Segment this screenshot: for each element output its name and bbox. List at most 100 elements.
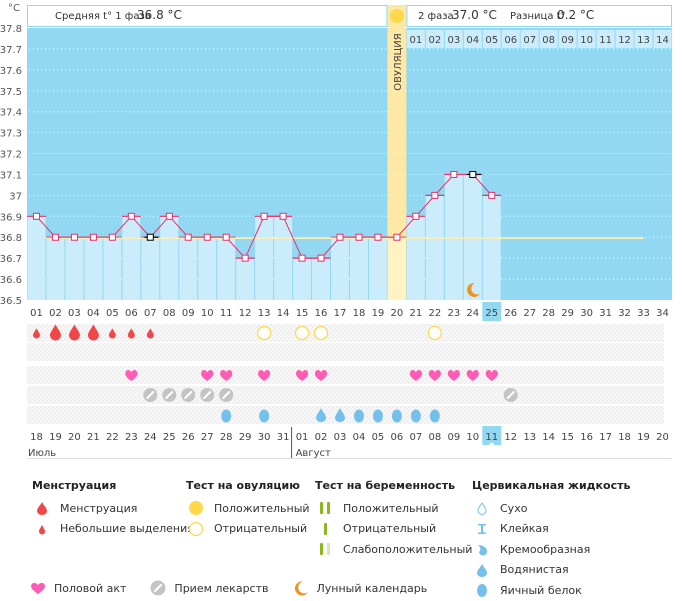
watery-drop-icon <box>472 563 492 577</box>
calendar-date: 05 <box>372 432 385 443</box>
cycle-day-label: 07 <box>144 308 157 319</box>
legend-label: Лунный календарь <box>316 581 428 595</box>
temperature-bar <box>274 216 293 300</box>
cycle-day-label: 25 <box>485 308 498 319</box>
pill-icon <box>150 580 166 596</box>
menstruation-icon <box>68 324 80 341</box>
temperature-bar <box>46 237 65 300</box>
pill-stripe <box>146 391 155 399</box>
temperature-point <box>89 233 97 241</box>
egg-white-icon <box>372 409 383 423</box>
temperature-bar <box>331 237 349 300</box>
phase2-day-label: 07 <box>523 35 536 46</box>
calendar-date: 27 <box>201 432 214 443</box>
phase2-day-label: 10 <box>580 35 593 46</box>
cycle-day-label: 17 <box>334 308 347 319</box>
ovulation-test-negative-icon <box>313 325 329 341</box>
drop-outline-icon <box>472 501 492 516</box>
cycle-day-label: 14 <box>277 308 290 319</box>
watery-drop-icon <box>335 408 346 422</box>
temperature-point <box>146 233 154 241</box>
ovulation-test-negative-icon <box>427 325 442 341</box>
pill-stripe <box>184 391 193 399</box>
marker-row-background <box>27 324 664 342</box>
temperature-bar <box>84 237 103 300</box>
calendar-date: 13 <box>523 432 536 443</box>
moon-icon <box>293 580 309 596</box>
calendar-date: 17 <box>599 432 612 443</box>
temperature-point <box>374 233 382 241</box>
calendar-date: 03 <box>334 432 347 443</box>
heart-icon <box>485 370 498 381</box>
calendar-date: 18 <box>30 432 43 443</box>
temperature-bar <box>349 237 368 300</box>
legend-ovulation-test: Тест на овуляцию Положительный Отрицател… <box>186 479 310 539</box>
egg-white-icon <box>429 409 440 423</box>
y-tick-label: 36.5 <box>0 296 22 307</box>
temperature-point <box>298 254 306 262</box>
calendar-date: 26 <box>182 432 195 443</box>
heart-icon <box>125 370 138 381</box>
legend-pregnancy-test: Тест на беременность Положительный Отриц… <box>315 479 472 560</box>
legend-item: Отрицательный <box>315 519 472 540</box>
temperature-point <box>32 212 40 220</box>
cycle-day-label: 20 <box>391 308 404 319</box>
ovulation-positive-icon <box>389 9 404 23</box>
cycle-day-label: 27 <box>523 308 536 319</box>
cycle-day-label: 30 <box>580 308 593 319</box>
cycle-day-label: 22 <box>428 308 441 319</box>
phase2-day-label: 14 <box>656 35 669 46</box>
temperature-point <box>450 170 458 178</box>
cycle-day-label: 16 <box>315 308 328 319</box>
heart-icon <box>447 370 460 381</box>
egg-white-icon <box>259 409 270 423</box>
temperature-point <box>317 254 325 262</box>
circle-filled-icon <box>186 500 206 516</box>
legend-label: Небольшие выделения <box>60 522 194 536</box>
ovulation-label: ОВУЛЯЦИЯ <box>393 33 404 91</box>
spotting-icon <box>146 328 154 339</box>
calendar-date: 01 <box>296 432 309 443</box>
legend-item: Сухо <box>472 498 630 519</box>
temperature-point <box>431 191 439 199</box>
phase2-day-label: 11 <box>599 35 612 46</box>
cycle-day-label: 06 <box>125 308 138 319</box>
legend-title: Тест на беременность <box>315 479 456 492</box>
cycle-day-label: 31 <box>599 308 612 319</box>
cycle-day-label: 28 <box>542 308 555 319</box>
legend-title: Менструация <box>32 479 117 492</box>
ovulation-column <box>387 5 407 300</box>
legend-item: Положительный <box>315 498 472 519</box>
menstruation-icon <box>49 324 61 341</box>
heart-icon <box>258 370 271 381</box>
pill-stripe <box>165 391 174 399</box>
phase1-value: 36.8 °C <box>137 8 182 22</box>
phase2-day-cell <box>520 30 539 48</box>
legend-label: Яичный белок <box>500 583 582 597</box>
temperature-bar <box>293 258 312 300</box>
calendar-date: 18 <box>618 432 631 443</box>
calendar-date: 21 <box>87 432 100 443</box>
temperature-bar <box>179 237 198 300</box>
y-tick-label: 37.6 <box>0 66 22 77</box>
circle-outline-icon <box>186 521 206 537</box>
cycle-day-label: 12 <box>239 308 252 319</box>
cycle-day-label: 24 <box>466 308 479 319</box>
month-label-2: Август <box>296 448 331 459</box>
temperature-bar <box>103 237 122 300</box>
temperature-point <box>241 254 249 262</box>
temperature-point <box>260 212 268 220</box>
calendar-date: 15 <box>561 432 574 443</box>
egg-white-icon <box>353 409 364 423</box>
drop-small-icon <box>32 523 52 535</box>
y-tick-label: 36.6 <box>0 275 22 286</box>
menstruation-icon <box>87 324 99 341</box>
calendar-date: 20 <box>68 432 81 443</box>
legend-item: Половой акт <box>30 581 126 595</box>
calendar-date: 10 <box>466 432 479 443</box>
cycle-day-label: 32 <box>618 308 631 319</box>
egg-white-icon <box>410 409 421 423</box>
temperature-bar <box>387 237 406 300</box>
temperature-bar <box>255 216 274 300</box>
